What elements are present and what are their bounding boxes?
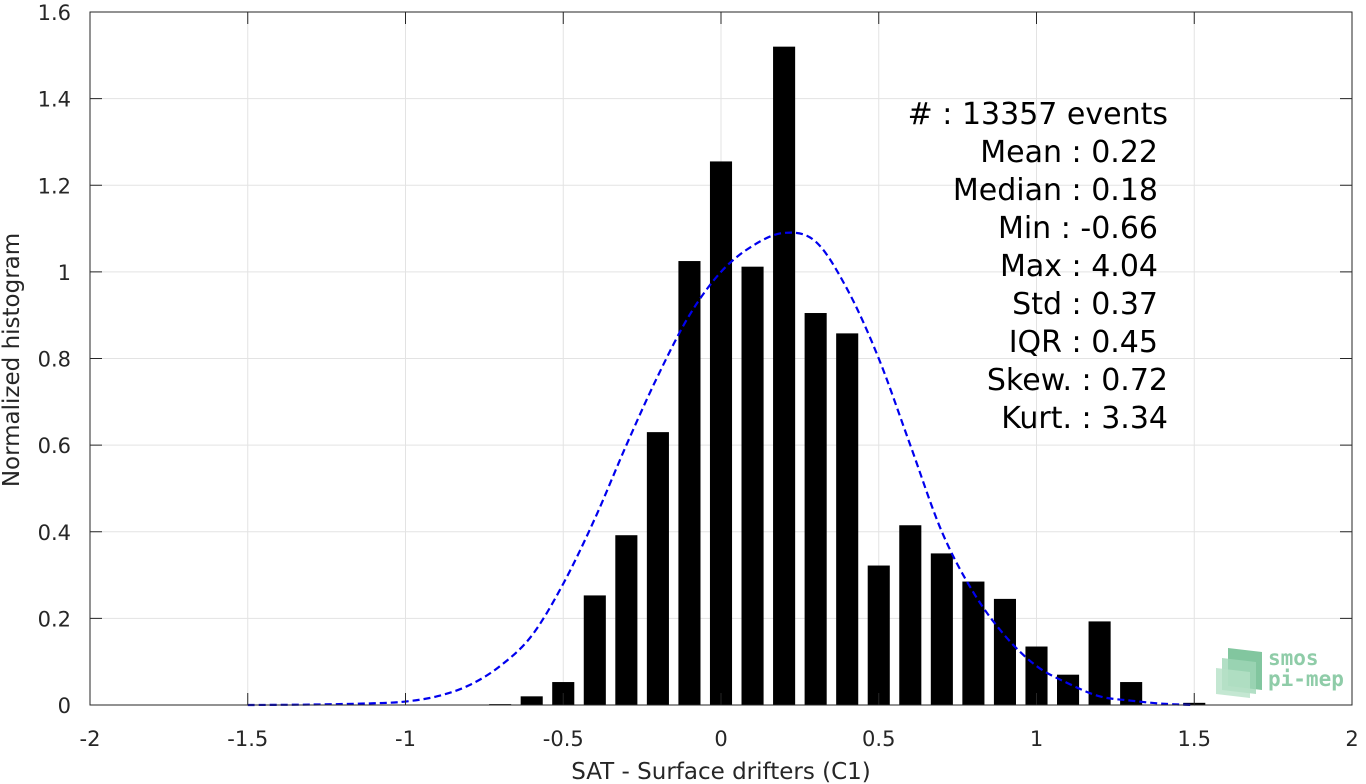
histogram-bar [520, 696, 543, 705]
stat-std: Std : 0.37 [1012, 287, 1158, 322]
histogram-bar [1120, 682, 1143, 705]
histogram-bar [646, 432, 669, 705]
x-tick-label: -1.5 [227, 727, 268, 751]
histogram-bar [899, 525, 922, 705]
stat-min: Min : -0.66 [998, 211, 1158, 246]
histogram-bar [993, 598, 1016, 705]
stat-skew: Skew. : 0.72 [987, 363, 1168, 398]
fit-curve-line [247, 231, 1195, 707]
histogram-bar [962, 581, 985, 705]
histogram-bar [741, 266, 764, 705]
histogram-bar [678, 261, 701, 705]
y-tick-label: 0.2 [38, 607, 71, 631]
y-tick-label: 0 [58, 694, 71, 718]
histogram-bars [489, 46, 1206, 706]
logo-line1: smos [1268, 646, 1319, 670]
x-tick-labels: -2 -1.5 -1 -0.5 0 0.5 1 1.5 2 [80, 727, 1359, 751]
x-tick-label: 0 [714, 727, 727, 751]
y-tick-label: 1.2 [38, 174, 71, 198]
x-tick-label: -0.5 [543, 727, 584, 751]
stat-mean: Mean : 0.22 [980, 135, 1158, 170]
y-tick-label: 0.6 [38, 434, 71, 458]
y-axis-title: Normalized histogram [0, 233, 25, 487]
x-tick-label: -1 [395, 727, 416, 751]
histogram-bar [867, 565, 890, 705]
x-tick-label: 1 [1030, 727, 1043, 751]
histogram-bar [804, 313, 827, 705]
histogram-bar [930, 553, 953, 705]
histogram-bar [615, 535, 638, 705]
stat-max: Max : 4.04 [1000, 249, 1158, 284]
x-tick-label: 0.5 [862, 727, 895, 751]
histogram-bar [773, 46, 796, 705]
fit-curve-group [247, 231, 1195, 707]
histogram-bar [583, 595, 606, 705]
y-tick-label: 1.4 [38, 88, 71, 112]
smos-pi-mep-logo: smos pi-mep [1216, 646, 1344, 698]
y-tick-label: 1 [58, 261, 71, 285]
y-tick-label: 0.4 [38, 521, 71, 545]
x-tick-label: -2 [80, 727, 101, 751]
y-tick-label: 0.8 [38, 348, 71, 372]
histogram-bar [836, 333, 859, 705]
x-tick-label: 1.5 [1178, 727, 1211, 751]
stat-kurt: Kurt. : 3.34 [1001, 401, 1168, 436]
stat-median: Median : 0.18 [953, 173, 1158, 208]
histogram-bar [1088, 621, 1111, 705]
x-tick-label: 2 [1345, 727, 1358, 751]
y-tick-labels: 0 0.2 0.4 0.6 0.8 1 1.2 1.4 1.6 [38, 1, 71, 718]
y-tick-label: 1.6 [38, 1, 71, 25]
histogram-bar [1057, 674, 1080, 705]
axes [89, 11, 1353, 706]
stats-annotation: # : 13357 events Mean : 0.22 Median : 0.… [908, 97, 1168, 436]
stat-events: # : 13357 events [908, 97, 1168, 132]
histogram-bar [709, 161, 733, 706]
logo-line2: pi-mep [1268, 667, 1344, 691]
logo-mark-icon [1216, 648, 1262, 698]
x-axis-title: SAT - Surface drifters (C1) [571, 759, 871, 784]
stat-iqr: IQR : 0.45 [1009, 325, 1158, 360]
